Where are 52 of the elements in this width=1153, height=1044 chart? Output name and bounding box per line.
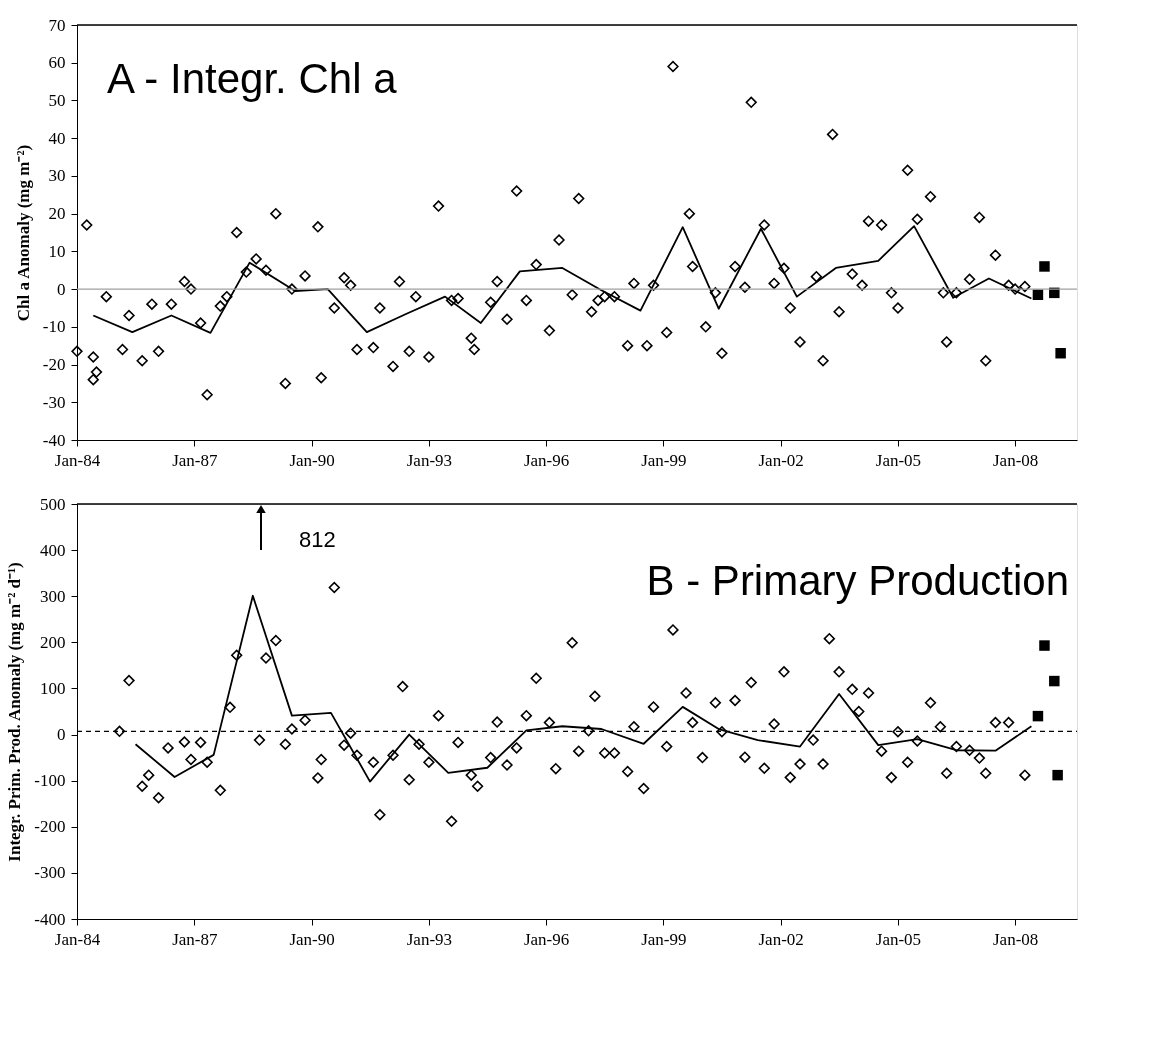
x-tick-label: Jan-05: [875, 450, 922, 470]
point: [1039, 640, 1050, 651]
text: A - Integr. Chl a: [107, 55, 398, 102]
point: [1032, 289, 1044, 300]
y-tick-label: 0: [57, 279, 66, 299]
y-tick-label: -300: [34, 863, 66, 883]
y-tick-label: -100: [34, 771, 66, 791]
x-tick-label: Jan-99: [641, 450, 687, 470]
x-tick-label: Jan-90: [289, 929, 335, 949]
x-tick-label: Jan-08: [992, 450, 1039, 470]
x-tick-label: Jan-93: [406, 929, 453, 949]
y-tick-label: 40: [48, 128, 66, 148]
y-tick-label: -40: [42, 430, 66, 450]
x-tick-label: Jan-90: [289, 450, 335, 470]
text: B - Primary Production: [646, 557, 1069, 604]
y-tick-label: 70: [48, 15, 66, 35]
x-tick-label: Jan-87: [172, 450, 218, 470]
y-tick-label: 20: [48, 204, 66, 224]
y-tick-label: 200: [40, 632, 66, 652]
x-tick-label: Jan-84: [54, 929, 101, 949]
point: [1052, 769, 1063, 781]
point: [1049, 675, 1060, 687]
y-tick-label: -200: [34, 817, 66, 837]
x-tick-label: Jan-96: [523, 450, 570, 470]
y-tick-label: 100: [40, 678, 66, 698]
x-tick-label: Jan-96: [523, 929, 570, 949]
annotation: 812: [299, 527, 336, 552]
x-tick-label: Jan-87: [172, 929, 218, 949]
y-tick-label: -10: [42, 317, 66, 337]
x-tick-label: Jan-99: [641, 929, 687, 949]
y-axis-title: Chl a Anomaly (mg m⁻²): [13, 144, 33, 322]
x-tick-label: Jan-08: [992, 929, 1039, 949]
y-tick-label: 10: [48, 241, 66, 261]
y-tick-label: 0: [57, 725, 66, 745]
y-tick-label: 500: [40, 494, 66, 514]
y-tick-label: -400: [34, 909, 66, 929]
x-tick-label: Jan-02: [758, 929, 804, 949]
y-tick-label: 50: [48, 90, 66, 110]
x-tick-label: Jan-05: [875, 929, 922, 949]
y-tick-label: 60: [48, 53, 66, 73]
y-tick-label: 400: [40, 540, 66, 560]
y-tick-label: -20: [42, 355, 66, 375]
y-axis-title: Integr. Prim. Prod. Anomaly (mg m⁻² d⁻¹): [5, 562, 25, 862]
x-tick-label: Jan-84: [54, 450, 101, 470]
x-tick-label: Jan-93: [406, 450, 453, 470]
point: [1032, 710, 1044, 722]
y-tick-label: 300: [40, 586, 66, 606]
y-tick-label: 30: [48, 166, 66, 186]
point: [1055, 347, 1066, 359]
y-tick-label: -30: [42, 392, 66, 412]
x-tick-label: Jan-02: [758, 450, 804, 470]
point: [1039, 261, 1050, 272]
